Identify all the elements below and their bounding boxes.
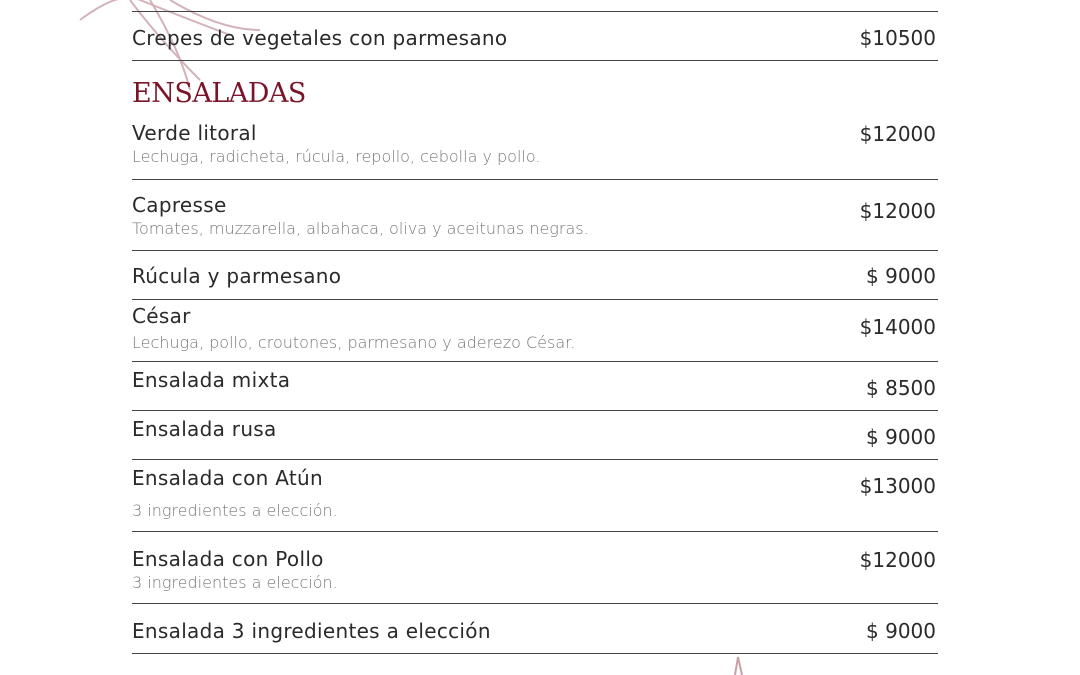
divider bbox=[132, 60, 938, 61]
menu-item-name: Crepes de vegetales con parmesano bbox=[132, 26, 508, 50]
menu-item-name: Ensalada con Pollo bbox=[132, 547, 324, 571]
menu-item-name: Verde litoral bbox=[132, 121, 257, 145]
menu-item-name: Capresse bbox=[132, 193, 227, 217]
menu-item-name: Ensalada con Atún bbox=[132, 466, 323, 490]
menu-item-desc: Lechuga, radicheta, rúcula, repollo, ceb… bbox=[132, 147, 541, 166]
menu-item-price: $13000 bbox=[859, 474, 936, 498]
menu-item-price: $ 8500 bbox=[866, 376, 936, 400]
menu-item-price: $14000 bbox=[859, 315, 936, 339]
menu-item-price: $12000 bbox=[859, 122, 936, 146]
floral-ornament-icon bbox=[79, 0, 261, 91]
divider bbox=[132, 410, 938, 411]
menu-item-price: $12000 bbox=[859, 199, 936, 223]
divider bbox=[132, 361, 938, 362]
menu-item-name: Ensalada rusa bbox=[132, 417, 277, 441]
divider bbox=[132, 299, 938, 300]
menu-item-name: César bbox=[132, 304, 191, 328]
divider bbox=[132, 653, 938, 654]
section-title: ENSALADAS bbox=[132, 78, 306, 109]
divider bbox=[132, 531, 938, 532]
divider bbox=[132, 179, 938, 180]
menu-item-name: Ensalada 3 ingredientes a elección bbox=[132, 619, 491, 643]
menu-item-name: Rúcula y parmesano bbox=[132, 264, 342, 288]
divider bbox=[132, 603, 938, 604]
menu-item-price: $ 9000 bbox=[866, 425, 936, 449]
menu-item-price: $ 9000 bbox=[866, 264, 936, 288]
menu-item-price: $ 9000 bbox=[866, 619, 936, 643]
divider bbox=[132, 250, 938, 251]
floral-ornament-icon bbox=[734, 656, 743, 675]
menu-item-name: Ensalada mixta bbox=[132, 368, 291, 392]
menu-item-desc: Lechuga, pollo, croutones, parmesano y a… bbox=[132, 333, 576, 352]
divider bbox=[132, 459, 938, 460]
menu-item-desc: Tomates, muzzarella, albahaca, oliva y a… bbox=[132, 219, 589, 238]
menu-item-desc: 3 ingredientes a elección. bbox=[132, 501, 338, 520]
menu-item-price: $12000 bbox=[859, 548, 936, 572]
menu-item-price: $10500 bbox=[859, 26, 936, 50]
divider bbox=[132, 11, 938, 12]
menu-item-desc: 3 ingredientes a elección. bbox=[132, 573, 338, 592]
